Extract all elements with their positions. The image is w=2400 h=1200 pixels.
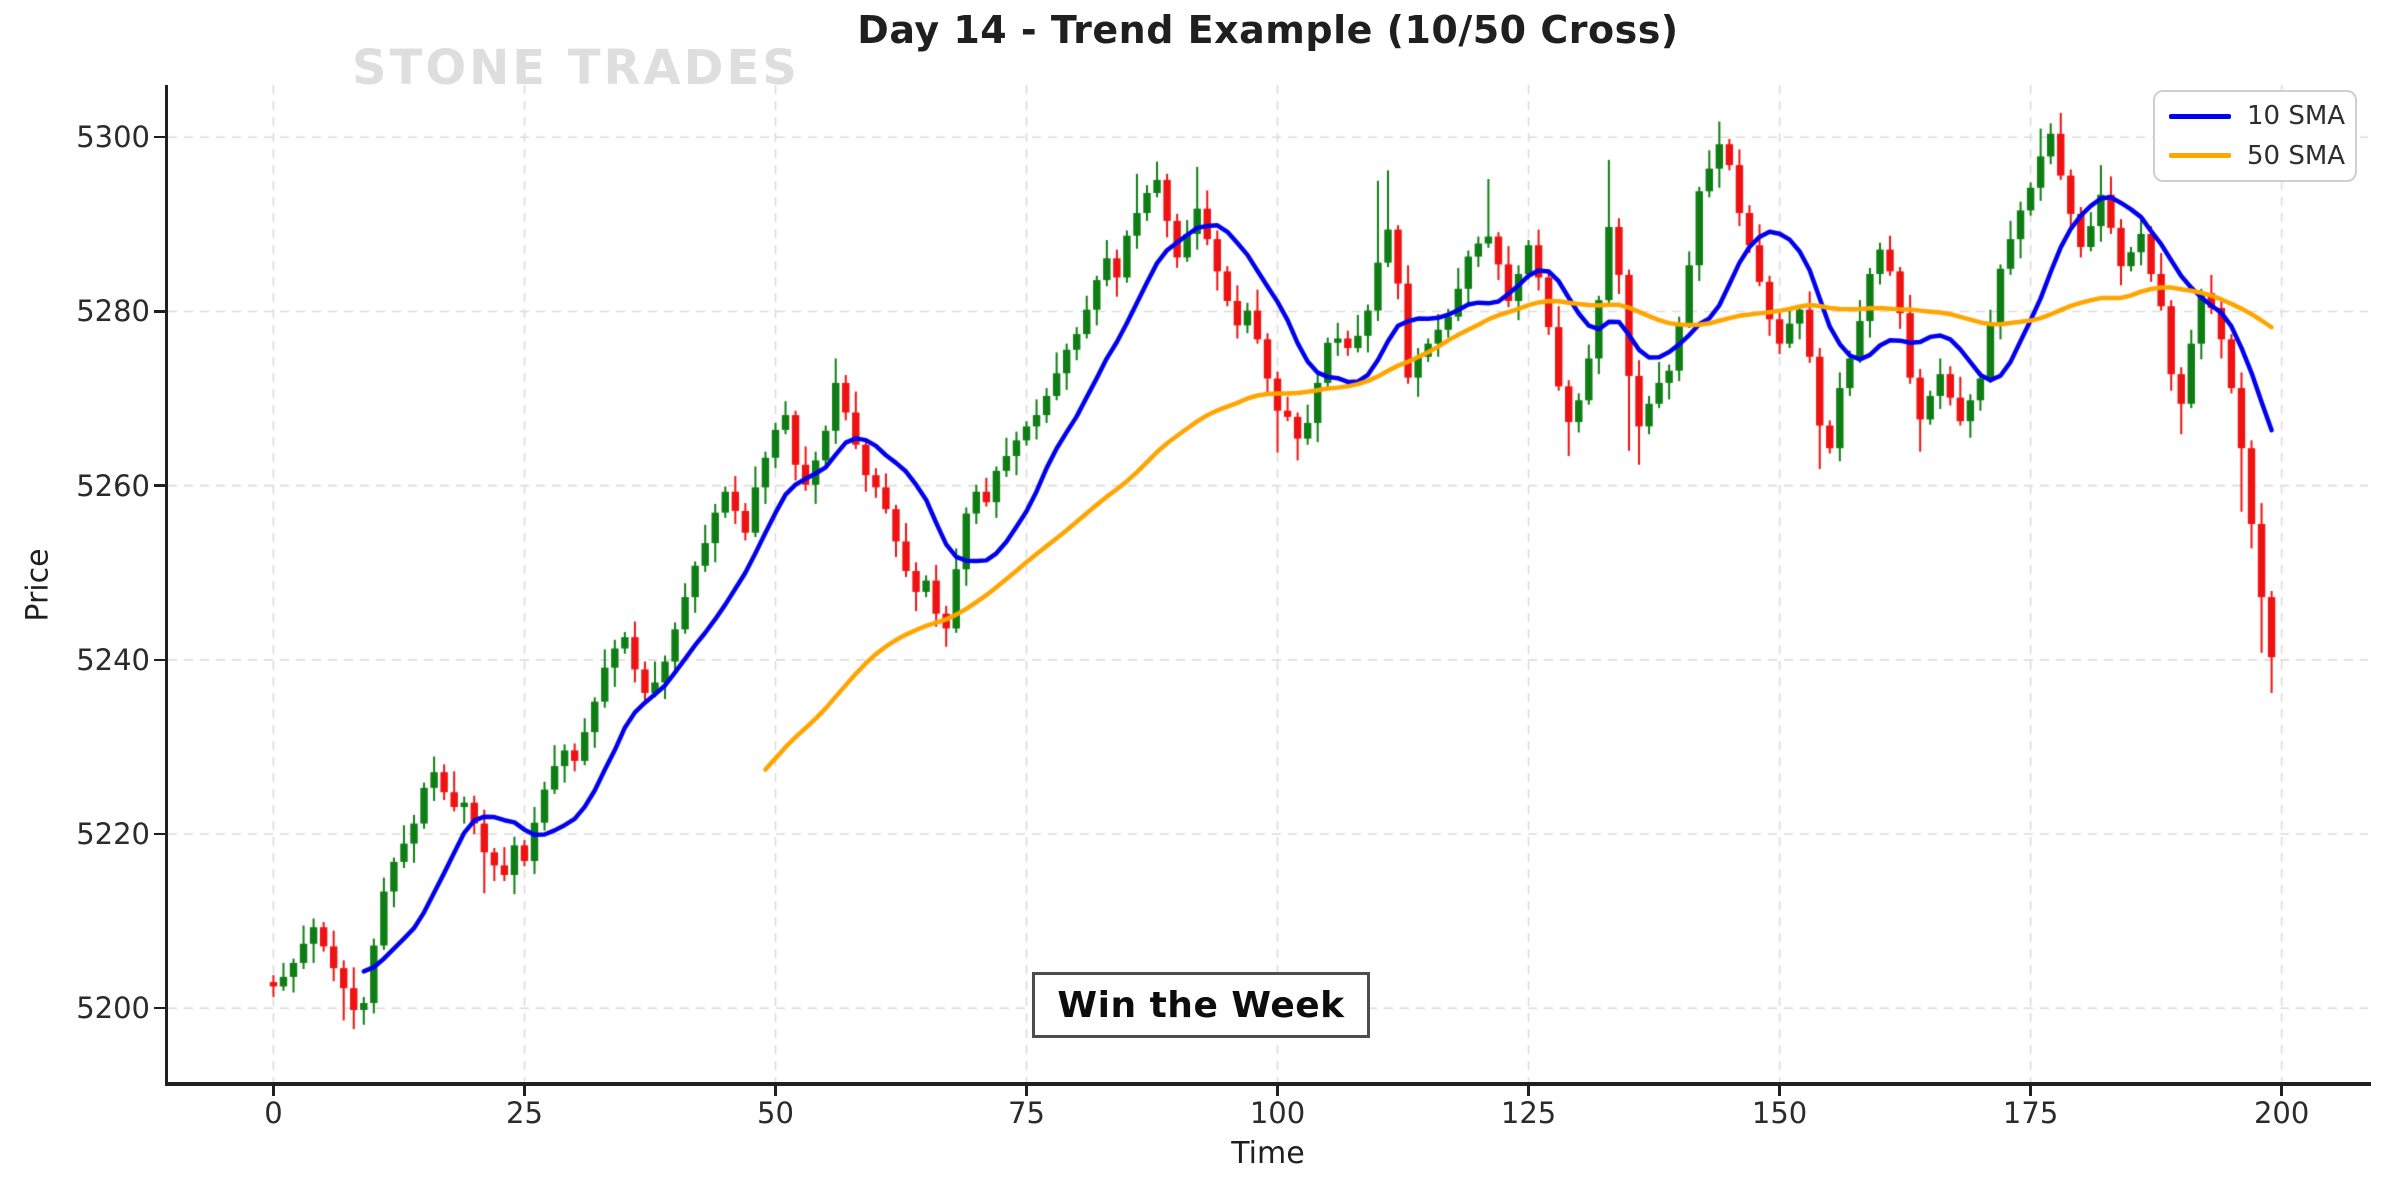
legend-line-swatch <box>2169 153 2231 158</box>
y-axis-label: Price <box>20 548 56 622</box>
legend-entry-50-sma: 50 SMA <box>2155 137 2355 175</box>
x-tick-mark <box>2029 1085 2032 1096</box>
y-tick-mark <box>154 310 165 313</box>
legend-entry-10-sma: 10 SMA <box>2155 97 2355 135</box>
legend-line-swatch <box>2169 114 2231 119</box>
x-tick-label: 125 <box>1500 1096 1557 1130</box>
x-tick-mark <box>1025 1085 1028 1096</box>
x-tick-label: 25 <box>506 1096 543 1130</box>
y-axis-spine <box>165 85 168 1086</box>
y-tick-label: 5220 <box>76 817 150 852</box>
x-axis-label: Time <box>1231 1136 1305 1171</box>
x-tick-label: 175 <box>2002 1096 2059 1130</box>
y-tick-mark <box>154 1007 165 1010</box>
x-tick-label: 75 <box>1008 1096 1045 1130</box>
x-tick-mark <box>2280 1085 2283 1096</box>
x-tick-mark <box>523 1085 526 1096</box>
legend: 10 SMA 50 SMA <box>2153 90 2357 182</box>
y-tick-mark <box>154 484 165 487</box>
x-tick-label: 100 <box>1249 1096 1306 1130</box>
x-tick-mark <box>272 1085 275 1096</box>
y-tick-mark <box>154 832 165 836</box>
x-tick-label: 0 <box>264 1096 283 1130</box>
y-tick-label: 5260 <box>76 468 150 503</box>
x-tick-mark <box>774 1085 777 1096</box>
y-tick-mark <box>154 658 165 662</box>
x-tick-label: 200 <box>2253 1096 2310 1130</box>
y-tick-label: 5300 <box>76 120 150 155</box>
chart-title: Day 14 - Trend Example (10/50 Cross) <box>857 8 1679 52</box>
legend-label: 10 SMA <box>2247 101 2346 132</box>
y-tick-label: 5240 <box>76 642 150 677</box>
x-tick-label: 50 <box>757 1096 794 1130</box>
x-tick-label: 150 <box>1751 1096 1808 1130</box>
y-tick-label: 5280 <box>76 294 150 329</box>
x-axis-spine <box>165 1082 2371 1086</box>
x-tick-mark <box>1527 1085 1530 1096</box>
x-tick-mark <box>1276 1085 1279 1096</box>
annotation-win-the-week: Win the Week <box>1032 972 1370 1038</box>
legend-label: 50 SMA <box>2247 140 2346 171</box>
y-tick-label: 5200 <box>76 991 150 1026</box>
y-tick-mark <box>154 136 165 139</box>
x-tick-mark <box>1778 1085 1781 1096</box>
candlestick-canvas <box>168 85 2368 1084</box>
